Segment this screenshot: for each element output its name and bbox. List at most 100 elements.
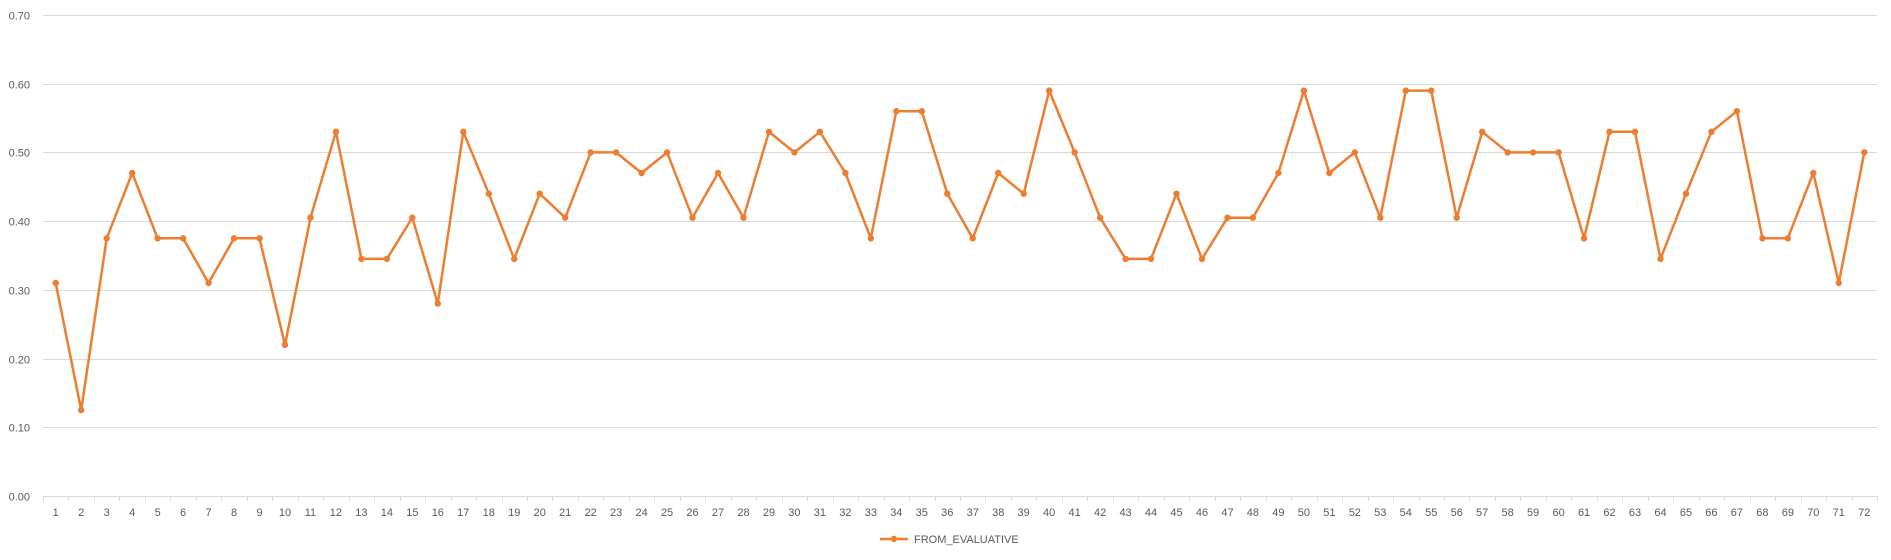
- data-point: [78, 406, 85, 414]
- x-tick-label: 6: [180, 507, 186, 519]
- data-point: [1224, 214, 1231, 221]
- x-tick-label: 71: [1833, 507, 1845, 519]
- data-point: [1555, 149, 1562, 156]
- x-tick-label: 4: [129, 507, 135, 519]
- x-tick-label: 58: [1502, 507, 1514, 519]
- gridlines: [43, 15, 1878, 501]
- x-tick-label: 72: [1858, 507, 1870, 519]
- x-tick-label: 65: [1680, 507, 1692, 519]
- x-tick-label: 32: [839, 507, 851, 519]
- data-point: [1122, 255, 1129, 263]
- x-tick-label: 3: [104, 507, 110, 519]
- x-tick-label: 10: [279, 507, 291, 519]
- data-point: [612, 149, 620, 156]
- data-point: [1682, 190, 1690, 197]
- x-tick-label: 36: [941, 507, 953, 519]
- x-tick-label: 47: [1221, 507, 1233, 519]
- data-point: [1810, 169, 1817, 177]
- data-point: [638, 169, 645, 177]
- x-tick-label: 64: [1654, 507, 1666, 519]
- x-tick-label: 29: [763, 507, 775, 519]
- x-tick-label: 8: [231, 507, 237, 519]
- data-point: [663, 149, 671, 156]
- data-point: [1759, 235, 1766, 242]
- x-tick-label: 53: [1374, 507, 1386, 519]
- x-tick-label: 37: [967, 507, 979, 519]
- data-point: [536, 190, 543, 197]
- data-point: [689, 214, 696, 221]
- x-tick-label: 69: [1782, 507, 1794, 519]
- x-tick-label: 42: [1094, 507, 1106, 519]
- x-tick-label: 48: [1247, 507, 1259, 519]
- data-point: [740, 214, 747, 221]
- data-point: [256, 235, 263, 242]
- x-tick-label: 59: [1527, 507, 1539, 519]
- y-tick-label: 0.30: [9, 286, 30, 298]
- x-tick-label: 25: [661, 507, 673, 519]
- data-point: [842, 169, 849, 177]
- y-tick-label: 0.10: [9, 423, 30, 435]
- data-point: [1173, 190, 1180, 197]
- x-tick-label: 70: [1807, 507, 1819, 519]
- x-tick-label: 5: [155, 507, 161, 519]
- data-point: [1096, 214, 1104, 221]
- data-point: [1784, 235, 1792, 242]
- x-tick-label: 1: [53, 507, 59, 519]
- data-point: [383, 255, 391, 263]
- x-tick-label: 52: [1349, 507, 1361, 519]
- data-point: [103, 235, 110, 242]
- data-point: [281, 341, 289, 348]
- data-point: [944, 190, 951, 197]
- data-point: [562, 214, 569, 221]
- x-tick-label: 23: [610, 507, 622, 519]
- series-layer: [52, 87, 1868, 414]
- x-tick-label: 17: [457, 507, 469, 519]
- data-point: [52, 279, 59, 287]
- x-tick-label: 16: [432, 507, 444, 519]
- data-point: [867, 235, 874, 242]
- x-tick-label: 22: [585, 507, 597, 519]
- data-point: [893, 108, 900, 115]
- x-tick-label: 68: [1756, 507, 1768, 519]
- data-point: [1300, 87, 1308, 94]
- data-point: [1504, 149, 1511, 156]
- data-point: [460, 128, 467, 135]
- data-point: [1657, 255, 1664, 263]
- data-point: [918, 108, 925, 115]
- y-tick-label: 0.00: [9, 492, 30, 504]
- x-tick-label: 56: [1451, 507, 1463, 519]
- data-point: [1606, 128, 1613, 135]
- y-tick-label: 0.50: [9, 148, 30, 160]
- data-point: [1020, 190, 1027, 197]
- legend-label: FROM_EVALUATIVE: [914, 534, 1019, 546]
- data-point: [485, 190, 492, 197]
- x-tick-label: 38: [992, 507, 1004, 519]
- x-tick-label: 60: [1552, 507, 1564, 519]
- data-point: [409, 214, 416, 221]
- legend-marker: [890, 535, 898, 543]
- x-tick-label: 57: [1476, 507, 1488, 519]
- x-tick-label: 9: [256, 507, 262, 519]
- x-tick-label: 12: [330, 507, 342, 519]
- x-tick-label: 34: [890, 507, 902, 519]
- x-tick-label: 26: [686, 507, 698, 519]
- data-point: [434, 300, 441, 307]
- data-point: [1453, 214, 1460, 221]
- data-point: [179, 235, 187, 242]
- x-axis-tick-labels: 1 2 3 4 5 6 7 8 9 10 11 12 13 14 15 16 17 18 19 20 21 22 23 24 2…: [53, 507, 1871, 519]
- x-tick-label: 43: [1119, 507, 1131, 519]
- x-tick-label: 40: [1043, 507, 1055, 519]
- x-tick-label: 19: [508, 507, 520, 519]
- data-point: [995, 169, 1002, 177]
- data-point: [1275, 169, 1282, 177]
- data-point: [587, 149, 594, 156]
- x-tick-label: 35: [916, 507, 928, 519]
- x-tick-label: 2: [78, 507, 84, 519]
- x-tick-label: 61: [1578, 507, 1590, 519]
- x-tick-label: 21: [559, 507, 571, 519]
- x-tick-label: 33: [865, 507, 877, 519]
- data-point: [230, 235, 238, 242]
- x-tick-label: 62: [1603, 507, 1615, 519]
- data-point: [1071, 149, 1078, 156]
- y-tick-label: 0.20: [9, 355, 30, 367]
